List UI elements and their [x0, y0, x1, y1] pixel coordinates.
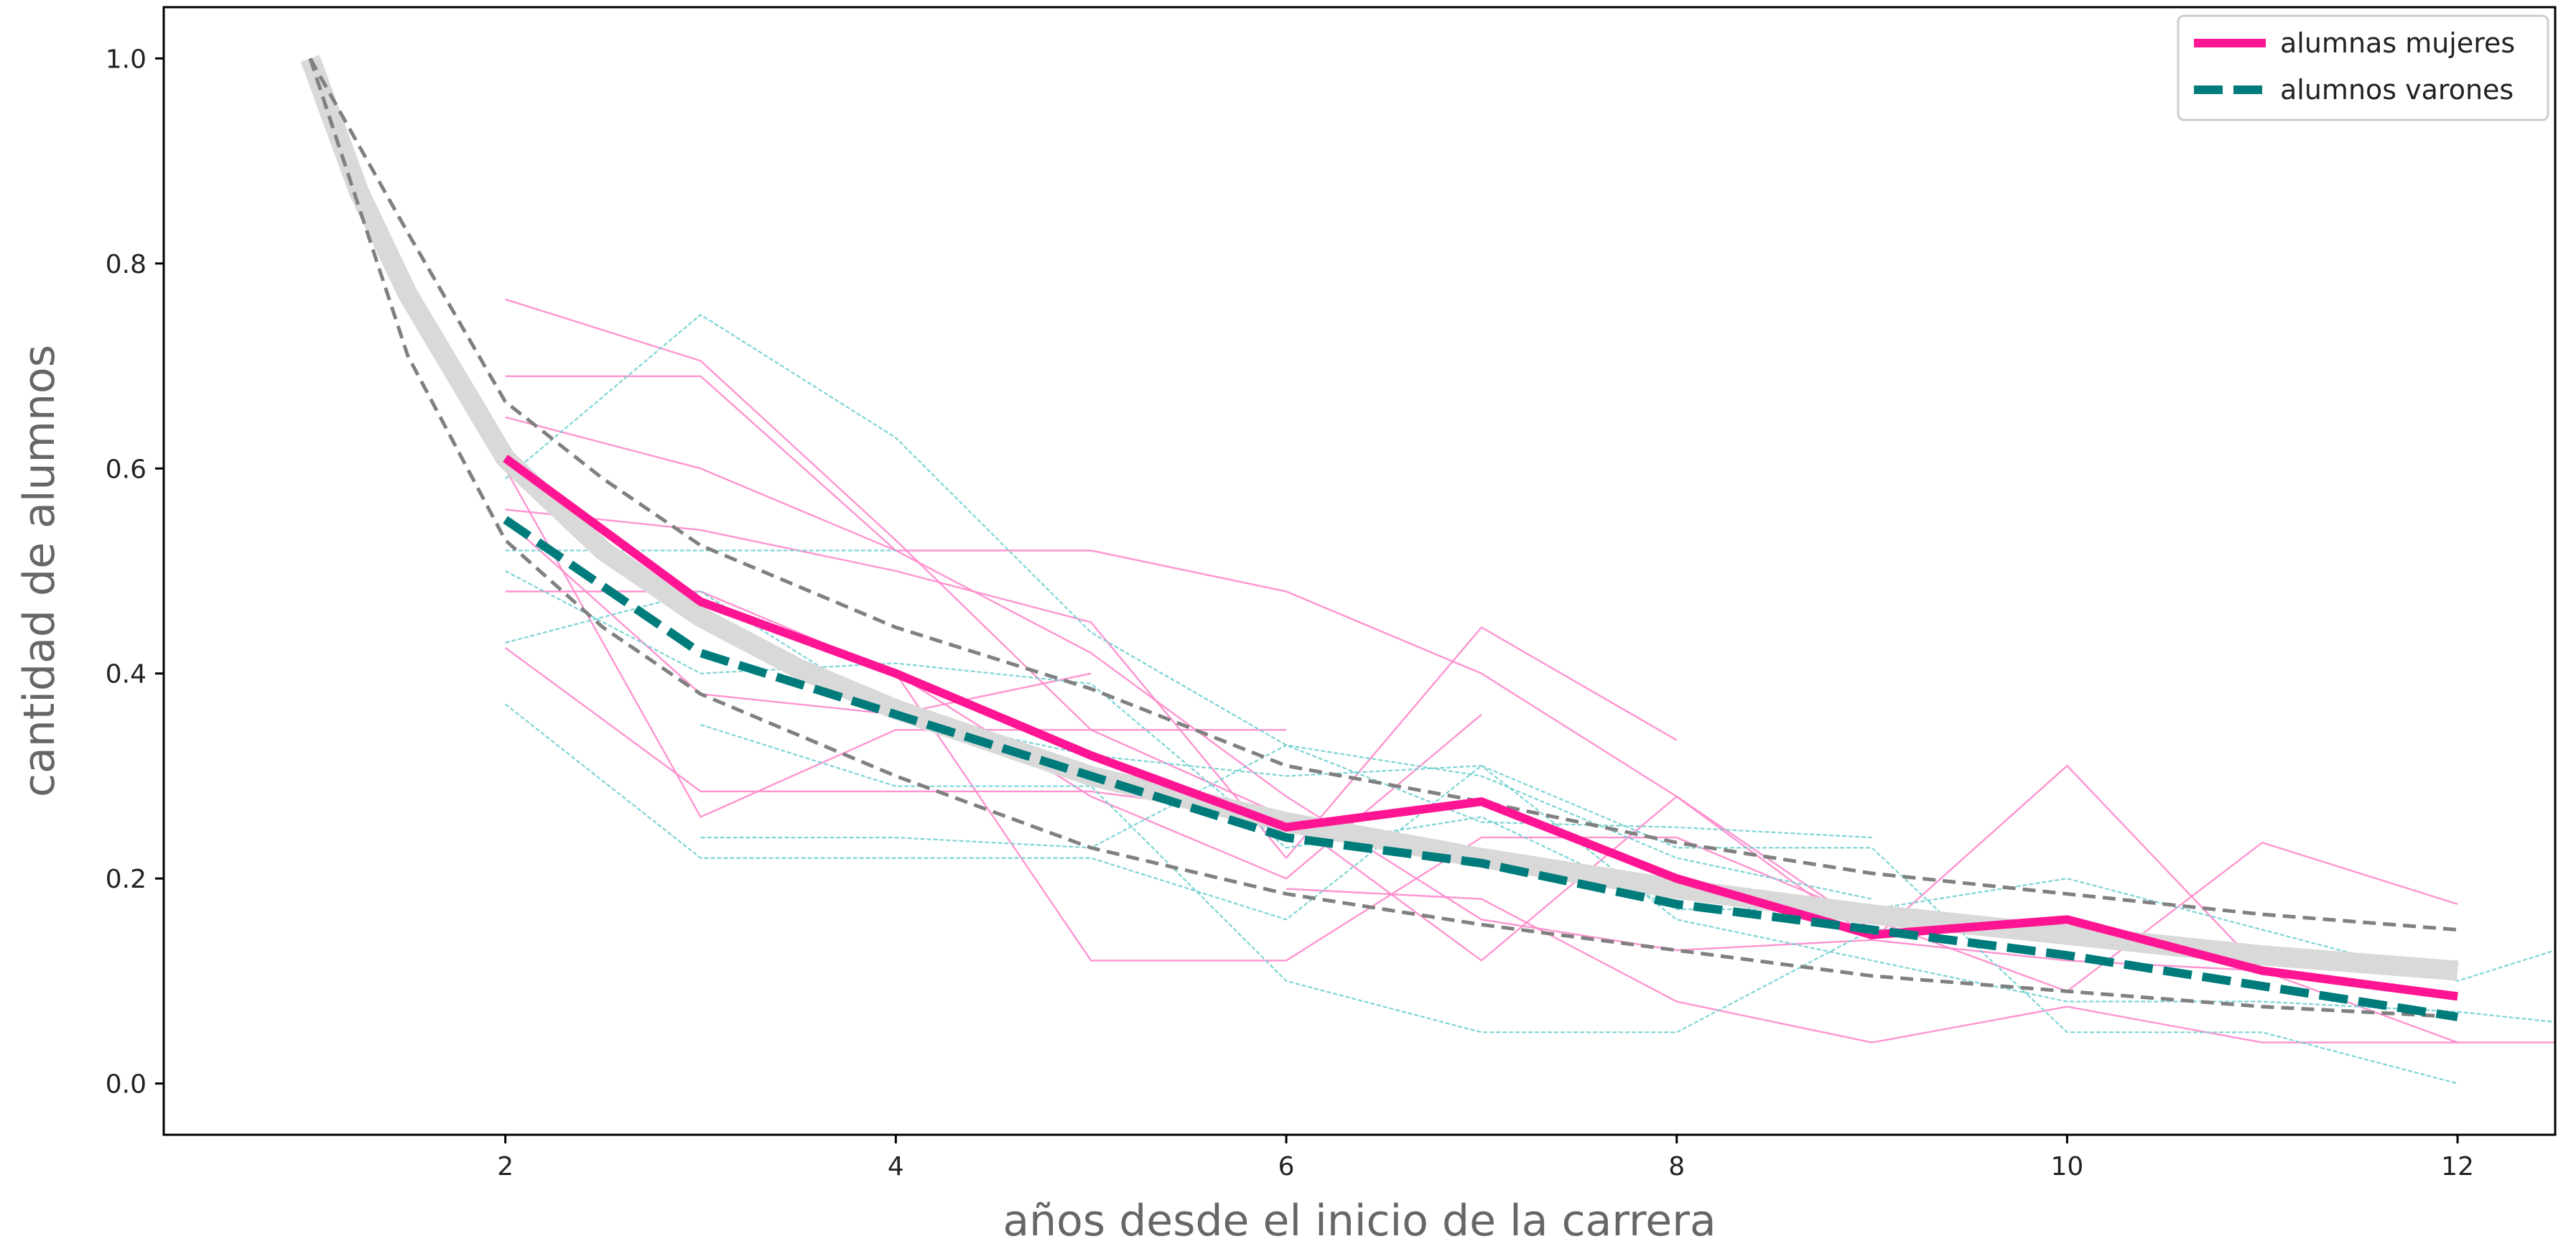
- cohort-line-women-8: [504, 519, 1092, 716]
- plot-frame: [162, 6, 2557, 1136]
- y-axis-title: cantidad de alumnos: [14, 345, 65, 797]
- cohort-line-women-4: [505, 508, 1678, 860]
- cohort-line-women-10: [1286, 888, 2458, 1044]
- x-tick-label-8: 8: [1668, 1152, 1685, 1181]
- x-tick-label-6: 6: [1278, 1152, 1295, 1181]
- x-tick-label-10: 10: [2051, 1152, 2084, 1181]
- x-tick-label-12: 12: [2441, 1152, 2474, 1181]
- trend-curve: [300, 55, 2459, 981]
- cohort-line-men-6: [700, 724, 2068, 1034]
- legend-box: [2177, 14, 2549, 121]
- x-tick-label-4: 4: [888, 1152, 904, 1181]
- y-tick-label-1.0: 1.0: [106, 45, 147, 74]
- legend-label-men: alumnos varones: [2280, 74, 2514, 106]
- x-axis-title: años desde el inicio de la carrera: [1003, 1196, 1716, 1246]
- band-upper-curve: [308, 57, 2458, 932]
- plot-series-group: [300, 55, 2555, 1085]
- y-tick-label-0.4: 0.4: [106, 660, 147, 689]
- cohort-line-men-1: [504, 313, 1872, 839]
- legend-label-women: alumnas mujeres: [2280, 27, 2515, 59]
- chart-axes: 2 4 6 8 10 12 0.0 0.2 0.4 0.6 0.8 1.0: [106, 6, 2557, 1181]
- chart-plot-area: [300, 55, 2555, 1085]
- series-line-women: [503, 455, 2458, 1001]
- cohort-line-men-5: [505, 703, 2458, 1085]
- x-tick-label-2: 2: [497, 1152, 513, 1181]
- series-line-men: [503, 516, 2459, 1021]
- cohort-line-women-1: [505, 298, 1287, 818]
- band-lower-curve: [308, 57, 2458, 1019]
- y-tick-label-0.2: 0.2: [106, 865, 147, 894]
- cohort-line-women-7: [504, 468, 1287, 819]
- y-tick-label-0.6: 0.6: [106, 455, 147, 484]
- cohort-line-women-3: [505, 416, 2555, 1044]
- y-tick-label-0.8: 0.8: [106, 250, 147, 279]
- chart-legend: alumnas mujeres alumnos varones: [2177, 14, 2549, 121]
- cohort-line-men-7: [700, 744, 1872, 900]
- y-tick-label-0.0: 0.0: [106, 1070, 147, 1100]
